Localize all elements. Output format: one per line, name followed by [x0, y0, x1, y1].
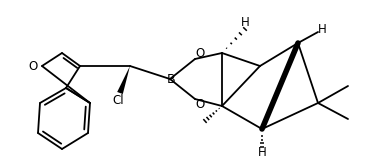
Text: H: H [258, 146, 266, 158]
Text: O: O [195, 47, 205, 60]
Text: H: H [317, 23, 326, 35]
Text: Cl: Cl [112, 95, 124, 108]
Text: B: B [167, 72, 175, 85]
Text: O: O [28, 60, 38, 72]
Text: H: H [240, 15, 249, 28]
Text: O: O [195, 98, 205, 110]
Polygon shape [117, 66, 130, 94]
